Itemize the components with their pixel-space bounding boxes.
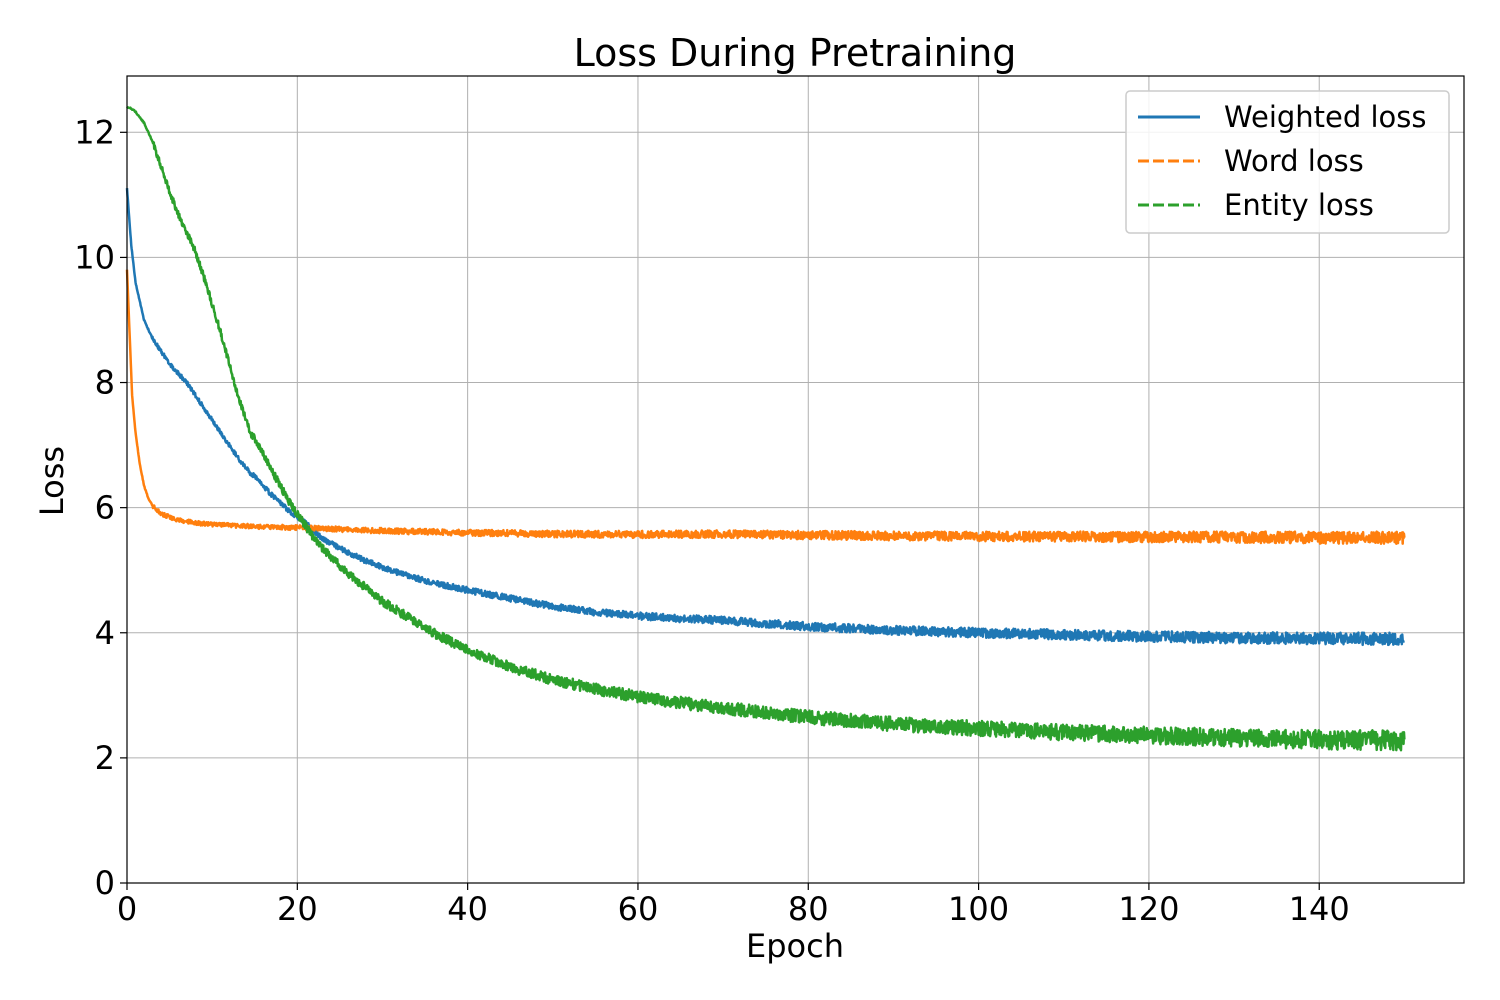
legend-label-weighted-loss: Weighted loss [1224, 100, 1427, 134]
series-line-word-loss [125, 269, 1406, 545]
chart-title: Loss During Pretraining [574, 31, 1017, 75]
y-tick-label: 2 [95, 739, 115, 777]
x-tick-label: 100 [948, 890, 1009, 928]
series-line-entity-loss [126, 105, 1406, 752]
grid-lines [126, 76, 1464, 884]
axis-ticks: 0 20 40 60 80 100 120 140 0 2 4 6 8 10 12 [74, 113, 1349, 928]
plot-frame [126, 75, 1465, 884]
y-tick-label: 4 [95, 614, 115, 652]
x-tick-label: 20 [277, 890, 318, 928]
x-tick-label: 40 [447, 890, 488, 928]
legend-label-entity-loss: Entity loss [1224, 188, 1374, 222]
x-tick-label: 60 [618, 890, 659, 928]
legend-label-word-loss: Word loss [1224, 144, 1364, 178]
x-tick-label: 0 [117, 890, 137, 928]
legend-box [1125, 90, 1450, 234]
y-tick-label: 8 [95, 364, 115, 402]
x-tick-label: 80 [788, 890, 829, 928]
x-axis-label: Epoch [746, 927, 844, 965]
x-tick-label: 140 [1289, 890, 1350, 928]
legend: Weighted loss Word loss Entity loss [1125, 90, 1450, 234]
y-tick-label: 6 [95, 489, 115, 527]
y-tick-label: 12 [74, 113, 115, 151]
y-axis-label: Loss [33, 446, 71, 516]
series-line-weighted-loss [125, 188, 1406, 647]
x-tick-label: 120 [1118, 890, 1179, 928]
series-layer [125, 105, 1406, 752]
y-tick-label: 0 [95, 864, 115, 902]
y-tick-label: 10 [74, 238, 115, 276]
